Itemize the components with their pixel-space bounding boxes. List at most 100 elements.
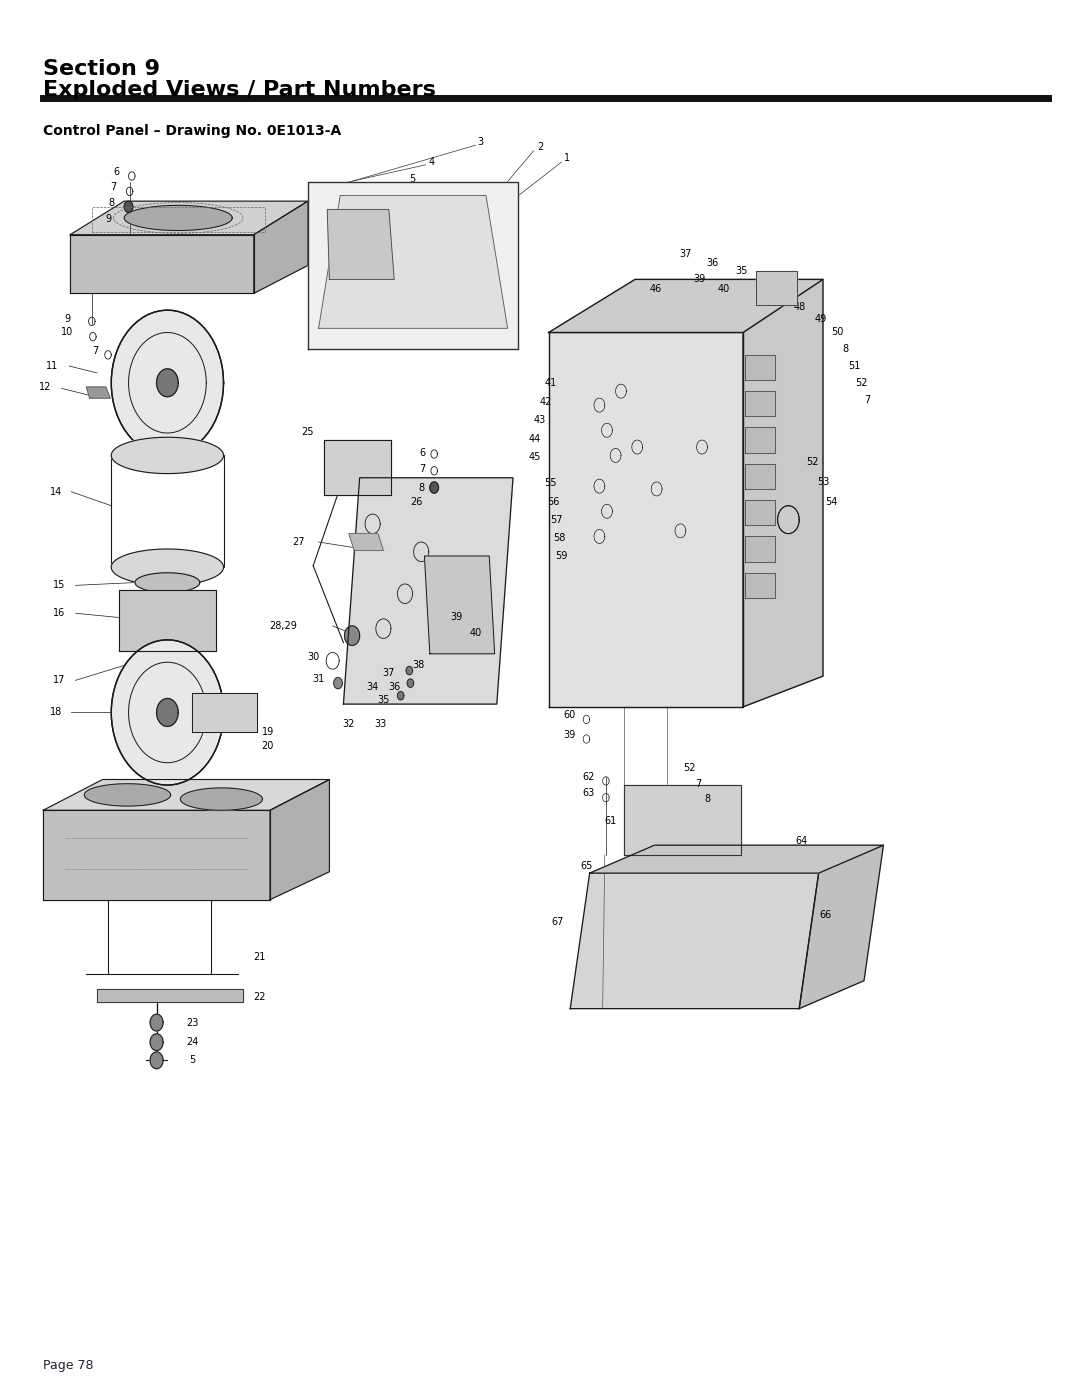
Text: Section 9: Section 9: [43, 59, 160, 78]
Polygon shape: [745, 573, 775, 598]
Polygon shape: [43, 780, 329, 810]
Polygon shape: [119, 590, 216, 651]
Text: 7: 7: [419, 464, 426, 475]
Polygon shape: [111, 549, 224, 585]
Text: 9: 9: [64, 313, 70, 324]
Text: 52: 52: [683, 763, 696, 774]
Polygon shape: [745, 464, 775, 489]
Text: 8: 8: [108, 197, 114, 208]
Text: 39: 39: [563, 729, 576, 740]
Text: 6: 6: [113, 166, 120, 177]
Text: 52: 52: [806, 457, 819, 468]
Polygon shape: [469, 285, 482, 302]
Polygon shape: [157, 369, 178, 397]
Polygon shape: [135, 573, 200, 592]
Text: 2: 2: [537, 141, 543, 152]
Polygon shape: [157, 698, 178, 726]
Polygon shape: [70, 201, 308, 235]
Polygon shape: [350, 299, 363, 316]
Text: 37: 37: [679, 249, 692, 260]
Text: 28,29: 28,29: [269, 620, 297, 631]
Text: 36: 36: [388, 682, 401, 693]
Polygon shape: [756, 271, 797, 305]
Text: 46: 46: [649, 284, 662, 295]
Text: 51: 51: [848, 360, 861, 372]
Polygon shape: [324, 440, 391, 495]
Text: 41: 41: [544, 377, 557, 388]
Text: 11: 11: [45, 360, 58, 372]
Text: 39: 39: [693, 274, 706, 285]
Text: 40: 40: [469, 627, 482, 638]
Text: 60: 60: [563, 710, 576, 721]
Text: 42: 42: [539, 397, 552, 408]
Text: 27: 27: [292, 536, 305, 548]
Text: 1: 1: [564, 152, 570, 163]
Text: 16: 16: [53, 608, 66, 619]
Text: 8: 8: [704, 793, 711, 805]
Polygon shape: [150, 1014, 163, 1031]
Polygon shape: [343, 478, 513, 704]
Text: 4: 4: [429, 156, 435, 168]
Text: 6: 6: [419, 447, 426, 458]
Polygon shape: [124, 201, 133, 212]
Text: 25: 25: [301, 426, 314, 437]
Polygon shape: [349, 534, 383, 550]
Text: 33: 33: [374, 718, 387, 729]
Polygon shape: [192, 693, 257, 732]
Text: 19: 19: [261, 726, 274, 738]
Text: Page 78: Page 78: [43, 1359, 94, 1372]
Text: 24: 24: [186, 1037, 199, 1048]
Text: 38: 38: [411, 659, 424, 671]
Polygon shape: [397, 692, 404, 700]
Text: 31: 31: [312, 673, 325, 685]
Polygon shape: [778, 506, 799, 534]
Text: 67: 67: [551, 916, 564, 928]
Text: 65: 65: [580, 861, 593, 872]
Text: 53: 53: [816, 476, 829, 488]
Polygon shape: [308, 182, 518, 349]
Text: 35: 35: [377, 694, 390, 705]
Text: 64: 64: [795, 835, 808, 847]
Polygon shape: [406, 666, 413, 675]
Polygon shape: [442, 292, 455, 309]
Text: 15: 15: [53, 580, 66, 591]
Text: 58: 58: [553, 532, 566, 543]
Text: 7: 7: [696, 778, 702, 789]
Text: 23: 23: [186, 1017, 199, 1028]
Polygon shape: [334, 678, 342, 689]
Polygon shape: [745, 355, 775, 380]
Polygon shape: [743, 279, 823, 707]
Text: 7: 7: [110, 182, 117, 193]
Polygon shape: [150, 1034, 163, 1051]
Polygon shape: [745, 391, 775, 416]
Text: 5: 5: [189, 1055, 195, 1066]
Polygon shape: [745, 536, 775, 562]
Text: 37: 37: [382, 668, 395, 679]
Text: Control Panel – Drawing No. 0E1013-A: Control Panel – Drawing No. 0E1013-A: [43, 124, 341, 138]
Polygon shape: [144, 648, 191, 665]
Polygon shape: [319, 196, 508, 328]
Text: 36: 36: [706, 257, 719, 268]
Polygon shape: [70, 235, 254, 293]
Text: 56: 56: [546, 496, 559, 507]
Text: 43: 43: [534, 415, 546, 426]
Text: 3: 3: [477, 137, 484, 148]
Polygon shape: [624, 785, 741, 855]
Text: 9: 9: [105, 214, 111, 225]
Text: 63: 63: [582, 788, 595, 799]
Text: 61: 61: [604, 816, 617, 827]
Polygon shape: [590, 845, 883, 873]
Text: 59: 59: [555, 550, 568, 562]
Text: 26: 26: [410, 496, 423, 507]
Text: 55: 55: [544, 478, 557, 489]
Text: 57: 57: [550, 514, 563, 525]
Text: 66: 66: [819, 909, 832, 921]
Polygon shape: [111, 437, 224, 474]
Polygon shape: [86, 387, 110, 398]
Text: 18: 18: [50, 707, 63, 718]
Polygon shape: [327, 210, 394, 279]
Text: 7: 7: [864, 394, 870, 405]
Text: 30: 30: [307, 651, 320, 662]
Polygon shape: [270, 780, 329, 900]
Polygon shape: [111, 310, 224, 455]
